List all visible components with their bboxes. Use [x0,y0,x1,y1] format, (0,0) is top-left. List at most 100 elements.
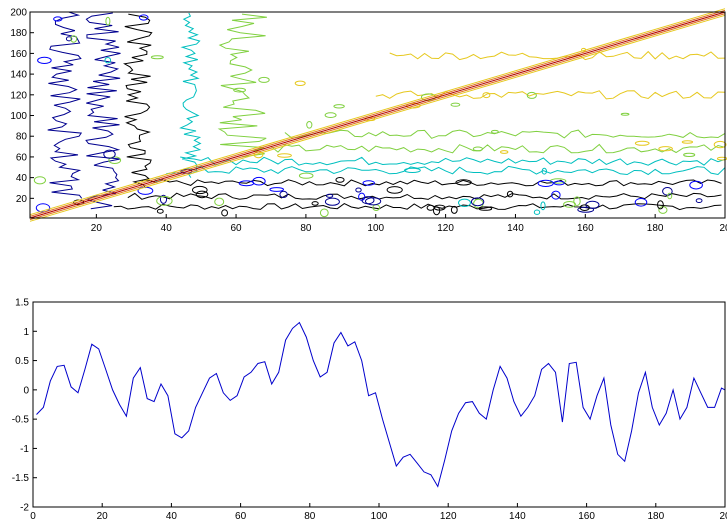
contour-x-tick-label: 80 [300,223,312,234]
contour-blob [533,209,541,215]
line-y-tick-label: -1.5 [12,473,30,484]
contour-x-tick-label: 60 [230,223,242,234]
contour-blob [695,198,703,204]
line-x-tick-label: 80 [304,511,316,521]
contour-blob [551,190,561,200]
line-chart: 0 20 40 60 80 100 120 140 160 180 20 -2 -1.5 -1 -0.5 0… [12,298,727,521]
line-y-axis: -2 -1.5 -1 -0.5 0 0.5 1 1.5 [12,298,37,514]
contour-blob [362,180,375,186]
contour-x-axis: 20 40 60 80 100 120 140 160 180 20 [91,214,727,234]
contour-blob-mid [277,153,292,158]
line-x-tick-label: 180 [647,511,664,521]
contour-diagonal [29,13,726,221]
contour-blob [319,208,329,218]
contour-blob [573,196,581,206]
contour-blob [579,204,590,211]
contour-blob [506,190,514,198]
line-y-tick-label: -1 [20,444,29,455]
contour-blob-mid [658,146,673,152]
contour-blob [458,198,471,208]
contour-blob-mid [681,140,694,144]
contour-diagonal [29,9,726,217]
contour-lines [29,8,727,222]
contour-blob [221,209,229,217]
contour-x-tick-label: 100 [367,223,384,234]
line-x-tick-label: 160 [578,511,595,521]
contour-y-tick-label: 200 [10,8,27,19]
contour-blob [355,187,362,193]
contour-blob [138,14,149,21]
contour-blob [105,16,111,26]
contour-blob [192,185,208,195]
contour-blob-mid [324,112,337,118]
contour-blob-mid [713,140,727,149]
contour-chart: 20 40 60 80 100 120 140 160 180 20 20 40 60 80 100 120… [10,8,727,234]
contour-y-tick-label: 20 [16,194,28,205]
contour-vertical-green [217,13,267,158]
contour-blob-mid [482,92,491,99]
contour-x-tick-label: 180 [647,223,664,234]
contour-blob [335,177,345,183]
contour-blob [324,197,340,206]
contour-level-0-2 [141,179,722,187]
contour-blob-mid [526,91,537,99]
contour-level-0-1 [127,192,722,200]
contour-level-2-1 [284,129,726,139]
contour-blob [279,190,288,198]
contour-vertical-cyan [179,12,202,178]
contour-x-tick-label: 120 [437,223,454,234]
line-x-tick-label: 0 [30,511,36,521]
contour-vertical-black [123,13,153,189]
contour-blob [214,197,225,207]
contour-blob [433,206,441,216]
line-x-axis: 0 20 40 60 80 100 120 140 160 180 20 [30,503,727,521]
contour-x-tick-label: 140 [507,223,524,234]
contour-blob [577,206,595,213]
contour-x-tick-label: 160 [577,223,594,234]
contour-blob [156,208,164,214]
contour-blob-mid [634,140,650,146]
contour-blob [634,198,648,207]
contour-blob [667,192,673,200]
contour-blob [103,149,116,159]
line-x-tick-label: 60 [235,511,247,521]
contour-y-axis: 20 40 60 80 100 120 140 160 180 200 [10,8,34,205]
contour-blob [386,186,403,194]
line-x-tick-label: 100 [371,511,388,521]
line-series [36,321,726,488]
contour-blob-mid [500,150,509,154]
line-y-tick-label: 1 [23,327,29,338]
contour-blob [563,201,576,208]
contour-blob [325,193,334,198]
contour-level-0-0 [113,203,722,211]
contour-x-tick-label: 20 [91,223,103,234]
contour-blob [455,179,472,186]
line-y-tick-label: 0 [23,385,29,396]
contour-plot-frame [29,11,726,219]
line-x-tick-label: 20 [97,511,109,521]
contour-blob-mid [683,152,696,157]
contour-blob-mid [233,87,247,93]
contour-y-tick-label: 100 [10,111,27,122]
contour-blob [473,198,484,209]
contour-blob [361,196,375,205]
contour-y-tick-label: 120 [10,90,27,101]
contour-level-1-1 [180,156,726,166]
contour-vertical-navy-a [47,11,83,199]
contour-blob [450,205,458,214]
line-x-tick-label: 20 [719,511,727,521]
contour-y-tick-label: 60 [16,152,28,163]
contour-blob [53,16,63,22]
contour-vertical-navy-b [84,12,121,210]
contour-blob-mid [333,104,345,109]
contour-blob [426,204,435,211]
contour-blob [195,190,209,199]
contour-y-tick-label: 40 [16,173,28,184]
contour-blob [150,55,164,60]
contour-blob-mid [306,121,313,129]
contour-blob-mid [420,93,436,101]
contour-blob [238,180,255,187]
contour-blob-mid [258,76,270,83]
contour-x-tick-label: 40 [161,223,173,234]
